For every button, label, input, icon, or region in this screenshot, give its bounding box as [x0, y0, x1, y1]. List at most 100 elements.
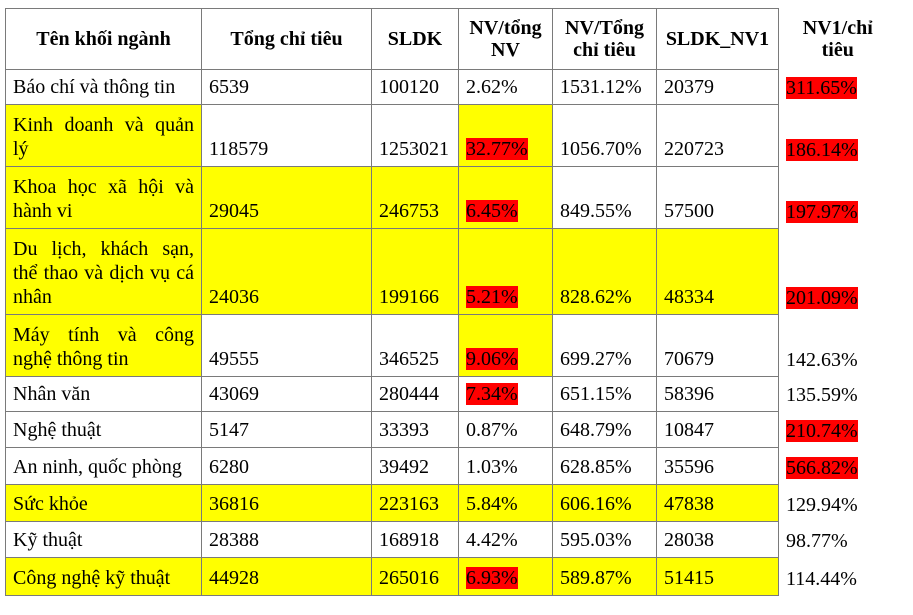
cell-sldk: 39492	[371, 447, 459, 485]
cell-value: 265016	[379, 567, 439, 589]
cell-value: 20379	[664, 76, 714, 98]
cell-value: 39492	[379, 456, 429, 478]
table-row: An ninh, quốc phòng 6280 39492 1.03% 628.85%…	[5, 447, 897, 485]
cell-sldk: 223163	[371, 484, 459, 522]
cell-nv1-chi-tieu: 129.94%	[778, 484, 897, 522]
cell-tong-chi-tieu: 49555	[201, 314, 372, 377]
cell-value: 589.87%	[560, 567, 632, 589]
cell-value: 5147	[209, 419, 249, 441]
cell-tong-chi-tieu: 6539	[201, 69, 372, 105]
cell-value: 1.03%	[466, 456, 518, 478]
cell-value: 246753	[379, 200, 439, 222]
cell-value: Báo chí và thông tin	[13, 76, 176, 98]
cell-value: 628.85%	[560, 456, 632, 478]
cell-value: 1253021	[379, 138, 449, 160]
cell-value: 828.62%	[560, 286, 632, 308]
cell-tong-chi-tieu: 118579	[201, 104, 372, 167]
cell-nv-tong-nv: 5.84%	[458, 484, 553, 522]
cell-value: 36816	[209, 493, 259, 515]
cell-name: Báo chí và thông tin	[5, 69, 202, 105]
cell-nv-tong-nv: 5.21%	[458, 228, 553, 315]
cell-value: 566.82%	[786, 456, 858, 479]
cell-value: 32.77%	[466, 138, 528, 160]
header-nv-tong-nv: NV/tổng NV	[458, 8, 553, 70]
cell-value: 47838	[664, 493, 714, 515]
cell-value: 35596	[664, 456, 714, 478]
cell-name: Sức khỏe	[5, 484, 202, 522]
cell-value: 220723	[664, 138, 724, 160]
cell-value: 201.09%	[786, 286, 858, 309]
cell-nv-tong-chi-tieu: 828.62%	[552, 228, 657, 315]
cell-value: 118579	[209, 138, 269, 160]
cell-value: An ninh, quốc phòng	[13, 456, 182, 478]
cell-sldk-nv1: 220723	[656, 104, 779, 167]
cell-value: Nhân văn	[13, 383, 91, 405]
cell-value: 5.21%	[466, 286, 518, 308]
cell-value: Khoa học xã hội và hành vi	[13, 176, 194, 222]
cell-nv-tong-nv: 4.42%	[458, 521, 553, 558]
cell-name: Máy tính và công nghệ thông tin	[5, 314, 202, 377]
cell-value: 48334	[664, 286, 714, 308]
cell-value: 51415	[664, 567, 714, 589]
cell-value: 6.45%	[466, 200, 518, 222]
cell-nv-tong-chi-tieu: 651.15%	[552, 376, 657, 412]
cell-value: 7.34%	[466, 383, 518, 405]
header-nv-tong-chi-tieu: NV/Tổng chỉ tiêu	[552, 8, 657, 70]
cell-sldk-nv1: 47838	[656, 484, 779, 522]
cell-sldk-nv1: 70679	[656, 314, 779, 377]
cell-name: Du lịch, khách sạn, thể thao và dịch vụ …	[5, 228, 202, 315]
cell-sldk-nv1: 51415	[656, 557, 779, 596]
cell-sldk-nv1: 48334	[656, 228, 779, 315]
table-row: Sức khỏe 36816 223163 5.84% 606.16% 47838 129.…	[5, 484, 897, 522]
cell-value: 135.59%	[786, 383, 858, 406]
cell-name: Nhân văn	[5, 376, 202, 412]
cell-nv-tong-chi-tieu: 648.79%	[552, 411, 657, 448]
cell-nv-tong-chi-tieu: 1531.12%	[552, 69, 657, 105]
cell-value: Sức khỏe	[13, 493, 88, 515]
cell-sldk: 100120	[371, 69, 459, 105]
cell-name: Nghệ thuật	[5, 411, 202, 448]
cell-value: 100120	[379, 76, 439, 98]
table-row: Khoa học xã hội và hành vi 29045 246753 6.4…	[5, 166, 897, 229]
cell-name: Công nghệ kỹ thuật	[5, 557, 202, 596]
cell-nv-tong-nv: 7.34%	[458, 376, 553, 412]
cell-value: 606.16%	[560, 493, 632, 515]
cell-nv1-chi-tieu: 311.65%	[778, 69, 897, 105]
header-sldk-nv1: SLDK_NV1	[656, 8, 779, 70]
cell-value: 199166	[379, 286, 439, 308]
cell-value: 28038	[664, 529, 714, 551]
cell-nv-tong-nv: 32.77%	[458, 104, 553, 167]
table-row: Du lịch, khách sạn, thể thao và dịch vụ …	[5, 228, 897, 315]
cell-value: 210.74%	[786, 419, 858, 442]
cell-sldk-nv1: 28038	[656, 521, 779, 558]
cell-value: 6280	[209, 456, 249, 478]
cell-nv1-chi-tieu: 98.77%	[778, 521, 897, 558]
cell-nv1-chi-tieu: 201.09%	[778, 228, 897, 315]
cell-value: Máy tính và công nghệ thông tin	[13, 324, 194, 370]
cell-value: 595.03%	[560, 529, 632, 551]
cell-sldk: 346525	[371, 314, 459, 377]
cell-value: 311.65%	[786, 76, 857, 99]
header-nv1-chi-tieu: NV1/chỉ tiêu	[778, 8, 897, 70]
cell-value: 44928	[209, 567, 259, 589]
table-row: Nhân văn 43069 280444 7.34% 651.15% 58396 135.…	[5, 376, 897, 412]
table-body: Báo chí và thông tin 6539 100120 2.62% 1531.…	[5, 69, 897, 596]
cell-tong-chi-tieu: 44928	[201, 557, 372, 596]
cell-nv-tong-chi-tieu: 589.87%	[552, 557, 657, 596]
cell-nv-tong-chi-tieu: 606.16%	[552, 484, 657, 522]
cell-sldk-nv1: 58396	[656, 376, 779, 412]
cell-value: 2.62%	[466, 76, 518, 98]
cell-nv1-chi-tieu: 197.97%	[778, 166, 897, 229]
cell-nv1-chi-tieu: 566.82%	[778, 447, 897, 485]
cell-nv-tong-chi-tieu: 628.85%	[552, 447, 657, 485]
cell-value: 280444	[379, 383, 439, 405]
cell-sldk-nv1: 20379	[656, 69, 779, 105]
cell-value: 129.94%	[786, 493, 858, 516]
cell-tong-chi-tieu: 29045	[201, 166, 372, 229]
cell-value: 223163	[379, 493, 439, 515]
cell-nv-tong-chi-tieu: 849.55%	[552, 166, 657, 229]
cell-nv-tong-nv: 2.62%	[458, 69, 553, 105]
cell-name: Khoa học xã hội và hành vi	[5, 166, 202, 229]
cell-nv-tong-chi-tieu: 595.03%	[552, 521, 657, 558]
cell-value: 0.87%	[466, 419, 518, 441]
